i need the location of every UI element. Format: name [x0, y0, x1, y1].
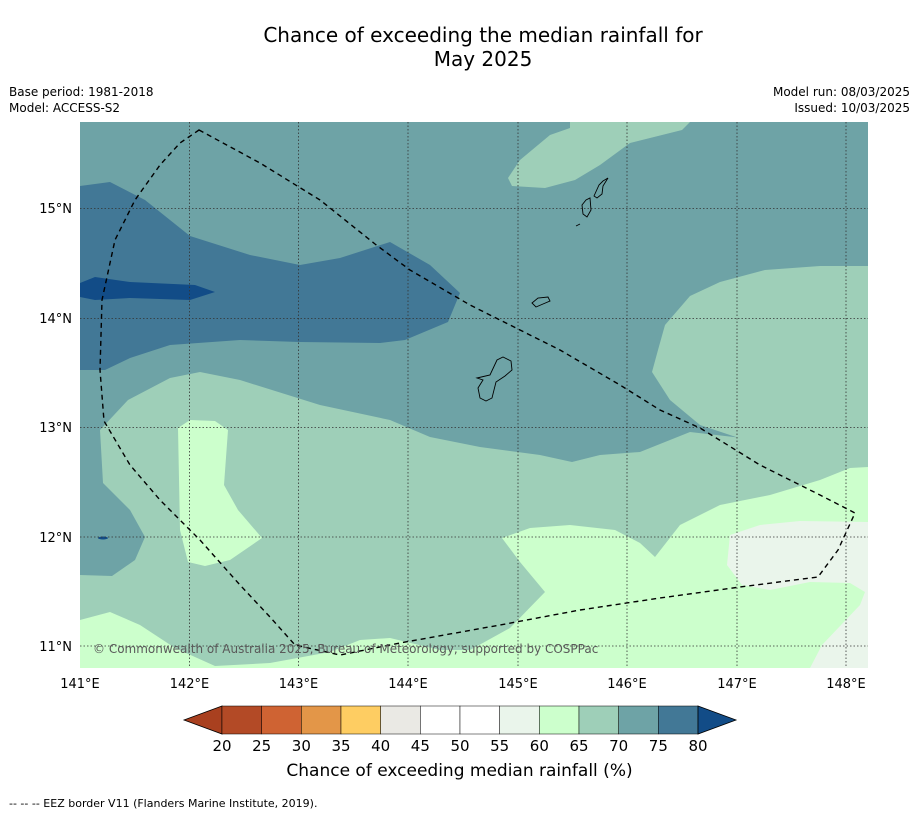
region-above-80: [80, 277, 215, 300]
lon-tick-label: 146°E: [607, 677, 647, 692]
longitude-axis: 141°E 142°E 143°E 144°E 145°E 146°E 147°…: [60, 677, 866, 692]
island-tinian: [581, 197, 592, 218]
islands: [475, 177, 609, 402]
colorbar-arrow-low: [182, 705, 223, 735]
colorbar-swatch: [340, 705, 381, 735]
lat-tick-label: 15°N: [39, 202, 72, 217]
lon-tick-label: 141°E: [60, 677, 100, 692]
base-period: Base period: 1981-2018: [9, 85, 154, 99]
lat-tick-label: 14°N: [39, 312, 72, 327]
island-rota: [531, 296, 551, 308]
colorbar-swatch: [420, 705, 461, 735]
map-title-line2: May 2025: [433, 47, 533, 71]
gridlines: [80, 122, 868, 668]
colorbar-label: Chance of exceeding median rainfall (%): [286, 761, 633, 781]
region-65-70-east: [652, 266, 868, 455]
colorbar-tick-label: 35: [331, 737, 350, 755]
lon-tick-label: 147°E: [717, 677, 757, 692]
colorbar-arrow-high: [697, 705, 738, 735]
colorbar-swatch: [221, 705, 262, 735]
colorbar-tick-label: 40: [371, 737, 390, 755]
model-name: Model: ACCESS-S2: [9, 101, 121, 115]
latitude-axis: 15°N 14°N 13°N 12°N 11°N: [39, 202, 72, 655]
lat-tick-label: 12°N: [39, 531, 72, 546]
copyright-notice: © Commonwealth of Australia 2025, Bureau…: [93, 642, 598, 656]
colorbar-swatch: [578, 705, 619, 735]
colorbar-swatch: [539, 705, 580, 735]
colorbar-tick-label: 45: [411, 737, 430, 755]
lat-tick-label: 11°N: [39, 640, 72, 655]
colorbar-swatch: [380, 705, 421, 735]
lon-tick-label: 144°E: [388, 677, 428, 692]
colorbar-tick-label: 65: [569, 737, 588, 755]
region-65-70-north: [508, 122, 690, 188]
region-75-80: [80, 182, 460, 370]
colorbar-tick-label: 80: [688, 737, 707, 755]
region-60-65-southeast: [80, 467, 868, 668]
lon-tick-label: 148°E: [826, 677, 866, 692]
colorbar-tick-label: 55: [490, 737, 509, 755]
island-guam: [475, 356, 513, 402]
lat-tick-label: 13°N: [39, 421, 72, 436]
lon-tick-label: 145°E: [498, 677, 538, 692]
colorbar-swatch: [459, 705, 500, 735]
colorbar-tick-label: 75: [649, 737, 668, 755]
lon-tick-label: 143°E: [279, 677, 319, 692]
colorbar-tick-label: 60: [530, 737, 549, 755]
colorbar-swatch: [658, 705, 699, 735]
speck-above-80: [98, 536, 108, 540]
colorbar-tick-label: 30: [292, 737, 311, 755]
map-title-line1: Chance of exceeding the median rainfall …: [263, 23, 703, 47]
colorbar-tick-label: 20: [212, 737, 231, 755]
model-run-date: Model run: 08/03/2025: [772, 85, 910, 99]
eez-border: [99, 129, 856, 656]
probability-map: © Commonwealth of Australia 2025, Bureau…: [80, 122, 868, 668]
colorbar: 20 25 30 35 40 45 50 55 60 65 70 75 80: [182, 705, 738, 755]
region-60-65-central: [178, 420, 262, 566]
issued-date: Issued: 10/03/2025: [794, 101, 910, 115]
colorbar-swatch: [618, 705, 659, 735]
colorbar-tick-label: 50: [450, 737, 469, 755]
colorbar-tick-label: 70: [609, 737, 628, 755]
island-aguijan: [575, 223, 581, 227]
lon-tick-label: 142°E: [170, 677, 210, 692]
island-saipan: [593, 177, 609, 199]
colorbar-swatch: [301, 705, 342, 735]
colorbar-swatch: [499, 705, 540, 735]
eez-footnote: -- -- -- EEZ border V11 (Flanders Marine…: [9, 797, 318, 810]
colorbar-tick-label: 25: [252, 737, 271, 755]
colorbar-swatch: [261, 705, 302, 735]
